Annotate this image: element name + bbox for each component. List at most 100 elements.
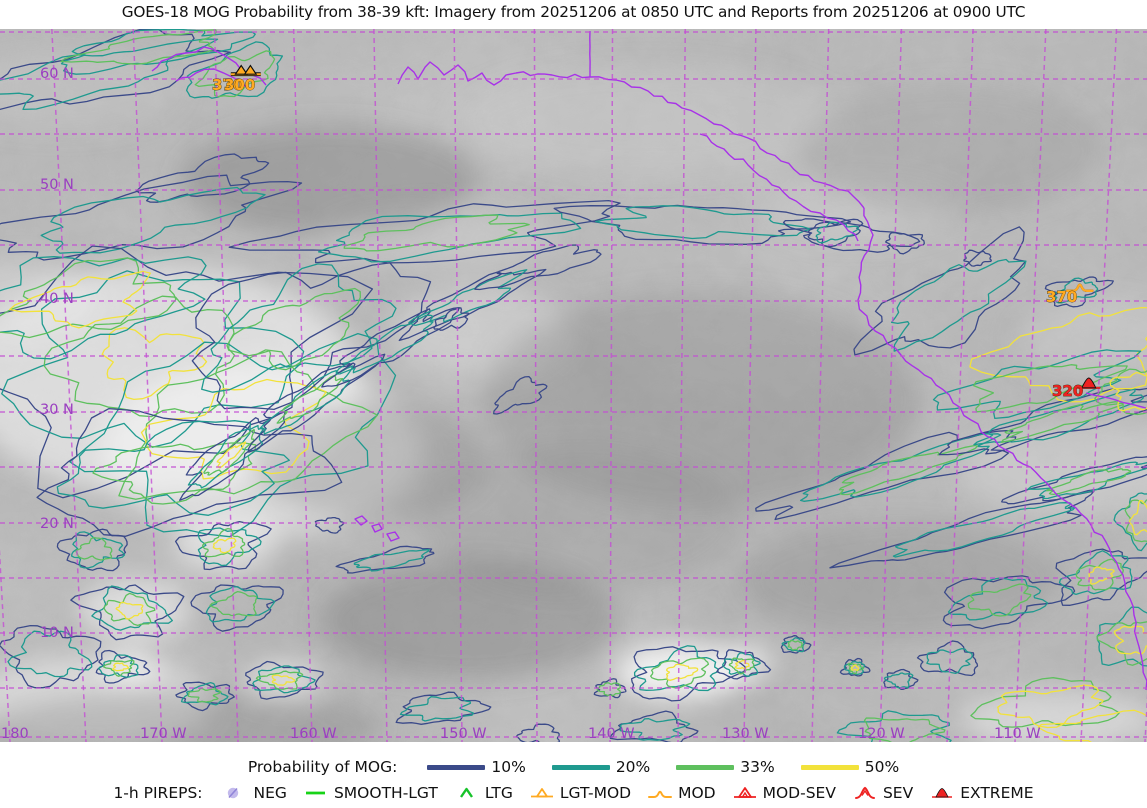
- contour-yellow: [850, 664, 860, 671]
- contour-teal: [883, 672, 914, 689]
- legend-pirep-item-SEV: SEV: [853, 784, 913, 802]
- contour-navy: [433, 307, 470, 331]
- meridian-line: [292, 29, 313, 742]
- lgt-mod-double-pirep-icon: [230, 64, 261, 77]
- coastline-path: [354, 515, 368, 526]
- contour-green: [103, 659, 135, 677]
- contour-green: [863, 717, 946, 742]
- mod-pirep-icon: [1066, 283, 1094, 292]
- meridian-line: [533, 29, 538, 742]
- cloud-patch: [180, 125, 480, 235]
- legend-prob-label: 20%: [615, 758, 651, 776]
- coastline-path: [371, 523, 383, 533]
- contour-teal: [205, 586, 276, 623]
- contour-yellow: [212, 537, 237, 554]
- coastline-path: [397, 61, 517, 86]
- cloud-patch: [420, 445, 740, 595]
- cloud-patch: [250, 400, 490, 520]
- legend-prob-item-20%: 20%: [551, 758, 651, 776]
- contour-teal: [70, 531, 126, 569]
- contour-green: [343, 214, 530, 252]
- contour-teal: [0, 38, 219, 111]
- contour-navy: [609, 710, 699, 742]
- contour-green: [596, 682, 622, 697]
- cloud-patch: [0, 689, 380, 742]
- contour-navy: [135, 153, 270, 203]
- contour-teal: [1027, 461, 1147, 500]
- lat-label: 60 N: [40, 66, 74, 82]
- lon-label: 120 W: [858, 726, 905, 742]
- contour-teal: [1, 270, 305, 448]
- contour-green: [202, 527, 246, 558]
- pirep-flight-level: 320: [1052, 382, 1083, 400]
- contour-navy: [191, 262, 432, 411]
- cloud-patch: [616, 644, 744, 700]
- contour-green: [103, 592, 156, 627]
- contour-teal: [180, 681, 229, 706]
- contour-green: [226, 287, 361, 371]
- contour-green: [967, 583, 1032, 617]
- contour-green: [1075, 558, 1124, 591]
- legend-pirep-label: SEV: [882, 784, 914, 802]
- pirep-flight-level: 370: [212, 76, 243, 94]
- extreme-icon: [932, 788, 953, 798]
- legend-prob-item-50%: 50%: [800, 758, 900, 776]
- contour-yellow: [271, 674, 296, 686]
- contour-navy: [963, 249, 992, 267]
- contour-yellow: [101, 327, 208, 401]
- legend-prob-label: 50%: [864, 758, 900, 776]
- meridian-line: [677, 29, 687, 742]
- cloud-patch: [960, 422, 1147, 518]
- contour-green: [75, 537, 113, 561]
- legend-probability-title: Probability of MOG:: [247, 758, 398, 776]
- figure-title: GOES-18 MOG Probability from 38-39 kft: …: [121, 3, 1026, 21]
- legend-pirep-item-LTG: LTG: [455, 784, 513, 802]
- contour-teal: [926, 647, 973, 675]
- legend-prob-label: 10%: [491, 758, 526, 776]
- contour-green: [1045, 468, 1132, 496]
- contour-navy: [335, 545, 435, 574]
- cloud-patches: [0, 49, 1147, 742]
- contour-green: [650, 657, 710, 689]
- legend-pirep-item-SMOOTH-LGT: SMOOTH-LGT: [304, 784, 438, 802]
- contour-green: [187, 687, 222, 703]
- legend-pirep-label: MOD-SEV: [762, 784, 836, 802]
- legend-pirep-label: MOD: [678, 784, 716, 802]
- contour-yellow: [969, 306, 1147, 403]
- contour-teal: [353, 549, 430, 572]
- contour-teal: [890, 258, 1027, 352]
- satellite-map: 60 N 50 N 40 N 30 N 20 N 10 N 180 170 W 160 W 150…: [0, 29, 1147, 742]
- contour-green: [209, 590, 258, 617]
- legend-pirep-label: SMOOTH-LGT: [333, 784, 438, 802]
- lat-label: 20 N: [40, 516, 74, 532]
- contour-yellow: [1109, 371, 1147, 412]
- legend-pirep-label: NEG: [253, 784, 287, 802]
- contour-teal: [259, 365, 354, 435]
- contour-green: [838, 444, 978, 496]
- mod-icon: [648, 790, 673, 798]
- contour-navy: [474, 244, 602, 291]
- contour-navy: [314, 516, 345, 534]
- neg-icon: [227, 787, 238, 799]
- contour-navy: [1001, 456, 1147, 505]
- contour-navy: [398, 268, 547, 342]
- meridian-line: [879, 29, 903, 742]
- probability-line-swatch: [800, 764, 859, 770]
- meridian-line: [373, 29, 388, 742]
- meridian-line: [51, 29, 87, 742]
- cloud-patch: [800, 85, 1100, 215]
- contour-teal: [932, 349, 1142, 420]
- contour-teal: [633, 645, 719, 692]
- contour-green: [728, 657, 755, 675]
- contour-green: [194, 50, 276, 98]
- contour-yellow: [997, 684, 1104, 729]
- contour-teal: [836, 710, 952, 742]
- lat-label: 40 N: [40, 291, 74, 307]
- legend-pirep-label: EXTREME: [960, 784, 1034, 802]
- contour-teal: [56, 420, 290, 516]
- meridian-line: [453, 29, 463, 742]
- meridian-line: [213, 29, 239, 742]
- sev-icon: [854, 786, 875, 799]
- legend-pirep-label: LGT-MOD: [559, 784, 632, 802]
